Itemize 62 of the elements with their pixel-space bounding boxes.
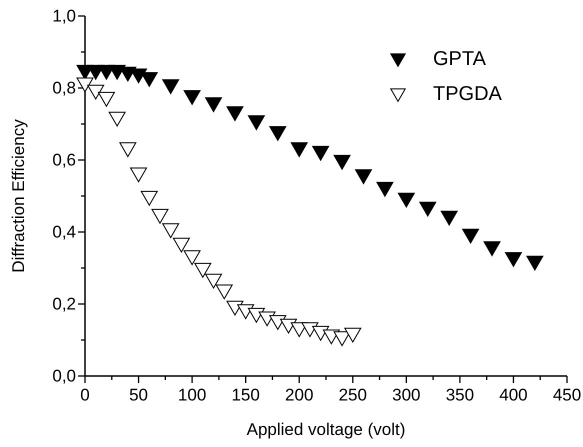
point [355, 169, 372, 184]
point [184, 90, 201, 105]
x-tick-label: 250 [338, 385, 367, 404]
point [226, 300, 244, 316]
point [462, 228, 480, 244]
point [269, 315, 286, 330]
point [184, 250, 201, 266]
point [140, 190, 158, 206]
point [119, 142, 136, 158]
point [194, 262, 212, 278]
point [162, 79, 180, 94]
y-tick-label: 1,0 [52, 6, 76, 26]
x-tick-label: 200 [285, 385, 314, 404]
y-tick-label: 0,2 [52, 294, 76, 314]
y-tick-label: 0,8 [52, 78, 76, 98]
point [172, 238, 190, 252]
y-tick-label: 0,4 [52, 222, 76, 242]
x-tick-label: 50 [129, 385, 148, 404]
point [312, 146, 330, 161]
point [140, 72, 158, 87]
point [398, 192, 415, 208]
point [280, 318, 297, 334]
point [258, 312, 276, 326]
point [344, 328, 362, 342]
point [76, 78, 94, 92]
legend-label: TPGDA [433, 83, 503, 105]
point [226, 106, 244, 122]
point [237, 304, 254, 320]
x-tick-label: 300 [392, 385, 421, 404]
point [269, 126, 286, 141]
point [248, 115, 265, 130]
point [301, 322, 318, 338]
point [152, 208, 168, 224]
point [205, 97, 222, 112]
point [205, 274, 222, 288]
y-axis-title: Diffraction Efficiency [9, 118, 28, 273]
x-tick-label: 150 [231, 385, 260, 404]
point [334, 154, 351, 170]
y-tick-label: 0,6 [52, 150, 76, 170]
x-tick-label: 350 [446, 385, 474, 404]
point [108, 112, 126, 126]
point [440, 210, 458, 226]
point [376, 182, 394, 197]
point [87, 84, 104, 100]
point [248, 308, 265, 323]
point [504, 252, 522, 267]
point [98, 92, 115, 107]
point [484, 241, 500, 256]
x-tick-label: 0 [80, 385, 90, 404]
x-tick-label: 100 [178, 385, 206, 404]
legend-label: GPTA [433, 48, 487, 70]
y-tick-label: 0,0 [52, 366, 76, 386]
point [290, 142, 308, 158]
x-tick-label: 450 [552, 385, 582, 404]
x-axis-title: Applied voltage (volt) [246, 420, 406, 439]
x-tick-label: 400 [499, 385, 528, 404]
point [216, 284, 233, 300]
point [130, 168, 148, 182]
point [312, 326, 330, 341]
point [162, 223, 180, 238]
point [419, 202, 436, 216]
point [526, 256, 544, 270]
